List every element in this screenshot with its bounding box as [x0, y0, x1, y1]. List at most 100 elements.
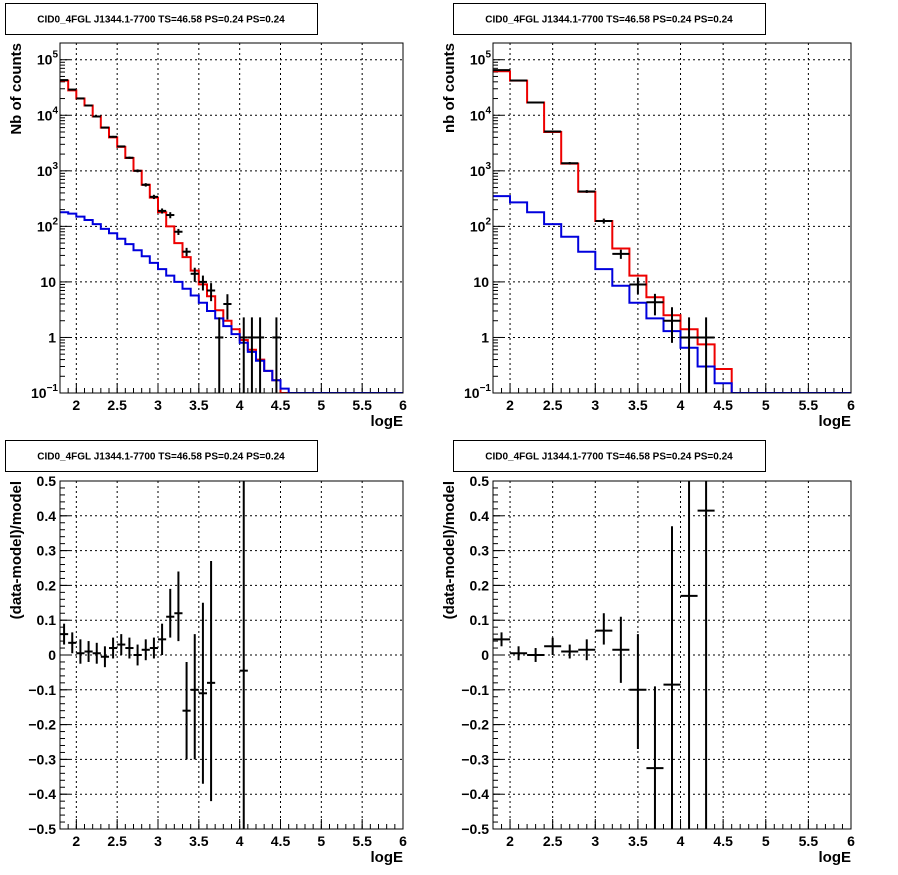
data-point	[561, 162, 579, 165]
data-point	[527, 101, 545, 104]
plot-frame	[59, 480, 404, 830]
data-point	[663, 526, 681, 829]
data-point	[60, 623, 69, 645]
y-tick-label: −0.1	[28, 682, 56, 698]
y-tick-label: 105	[470, 50, 492, 68]
data-point	[544, 130, 562, 133]
x-tick-label: 3.5	[628, 833, 648, 849]
x-tick-label: 2.5	[107, 397, 127, 413]
y-tick-label: 105	[37, 50, 59, 68]
x-tick-label: 4.5	[713, 833, 733, 849]
y-tick-label: 0.3	[470, 543, 490, 559]
x-axis-label: logE	[371, 413, 404, 430]
x-tick-label: 2.5	[543, 397, 563, 413]
total-model-histogram	[493, 70, 851, 393]
data-point	[149, 194, 158, 200]
x-tick-label: 4.5	[271, 833, 291, 849]
data-point	[149, 637, 158, 659]
data-point	[247, 317, 256, 393]
data-point	[272, 317, 281, 393]
x-tick-label: 5	[762, 397, 770, 413]
plot-area	[493, 481, 715, 829]
data-point	[612, 616, 630, 683]
x-tick-label: 4	[677, 397, 685, 413]
x-tick-label: 6	[399, 397, 407, 413]
x-tick-label: 5.5	[352, 833, 372, 849]
data-point	[510, 646, 528, 661]
data-point	[158, 623, 167, 655]
data-point	[109, 135, 118, 138]
x-tick-label: 6	[399, 833, 407, 849]
x-axis-label: logE	[371, 849, 404, 866]
chart-title: CID0_4FGL J1344.1-7700 TS=46.58 PS=0.24 …	[37, 15, 285, 26]
x-tick-label: 2	[72, 397, 80, 413]
y-axis-label: Nb of counts	[8, 43, 25, 135]
data-point	[198, 275, 207, 291]
chart-title: CID0_4FGL J1344.1-7700 TS=46.58 PS=0.24 …	[485, 15, 733, 26]
data-point	[166, 588, 175, 638]
data-point	[109, 637, 118, 659]
y-axis-label: nb of counts	[441, 43, 458, 133]
data-point	[578, 639, 596, 661]
data-point	[256, 317, 265, 393]
data-point	[133, 644, 142, 666]
chart-title: CID0_4FGL J1344.1-7700 TS=46.58 PS=0.24 …	[485, 452, 733, 463]
data-point	[239, 317, 248, 393]
data-point	[117, 634, 126, 655]
data-point	[174, 228, 183, 235]
data-point	[100, 646, 109, 668]
x-tick-label: 5.5	[352, 397, 372, 413]
data-point	[646, 293, 664, 316]
y-tick-label: −0.4	[28, 786, 56, 802]
y-tick-label: 0	[481, 647, 489, 663]
y-tick-label: 0.4	[470, 508, 490, 524]
x-tick-label: 2	[506, 397, 514, 413]
data-point	[207, 561, 216, 802]
x-tick-label: 4.5	[271, 397, 291, 413]
data-point	[68, 632, 77, 654]
data-point	[595, 613, 613, 645]
y-tick-label: −0.4	[461, 786, 489, 802]
x-axis-label: logE	[819, 413, 852, 430]
data-point	[92, 115, 101, 118]
data-point	[697, 481, 715, 829]
chart-title-box	[453, 440, 766, 472]
x-tick-label: 6	[847, 833, 855, 849]
x-tick-label: 5	[317, 397, 325, 413]
x-tick-label: 3	[591, 833, 599, 849]
x-tick-label: 5.5	[799, 833, 819, 849]
data-point	[182, 661, 191, 760]
plot-frame	[59, 42, 404, 394]
y-tick-label: 0.3	[37, 543, 57, 559]
data-point	[680, 481, 698, 829]
y-tick-label: 10	[473, 274, 489, 290]
x-tick-label: 3	[154, 397, 162, 413]
y-tick-label: −0.3	[28, 751, 56, 767]
plot-frame	[492, 42, 852, 394]
y-tick-label: 0.1	[470, 612, 490, 628]
x-tick-label: 3	[154, 833, 162, 849]
y-tick-label: 103	[470, 161, 492, 179]
x-tick-label: 2	[72, 833, 80, 849]
y-tick-label: 102	[470, 216, 492, 234]
data-point	[629, 634, 647, 749]
data-point	[141, 639, 150, 661]
x-tick-label: 4.5	[713, 397, 733, 413]
data-point	[76, 97, 85, 100]
y-tick-label: 1	[481, 329, 489, 345]
y-tick-label: 10−1	[464, 383, 491, 401]
chart-title: CID0_4FGL J1344.1-7700 TS=46.58 PS=0.24 …	[37, 452, 285, 463]
y-tick-label: −0.5	[461, 821, 489, 837]
y-tick-label: 102	[37, 216, 59, 234]
source-model-histogram	[493, 195, 851, 393]
plot-frame	[492, 480, 852, 830]
data-point	[561, 644, 579, 659]
chart-panel-4: CID0_4FGL J1344.1-7700 TS=46.58 PS=0.24 …	[441, 440, 855, 866]
chart-title-box	[453, 3, 766, 35]
data-point	[190, 267, 199, 282]
y-tick-label: 0.5	[37, 473, 57, 489]
y-tick-label: 0.2	[470, 577, 490, 593]
data-point	[174, 571, 183, 642]
data-point	[544, 637, 562, 655]
x-tick-label: 3	[591, 397, 599, 413]
